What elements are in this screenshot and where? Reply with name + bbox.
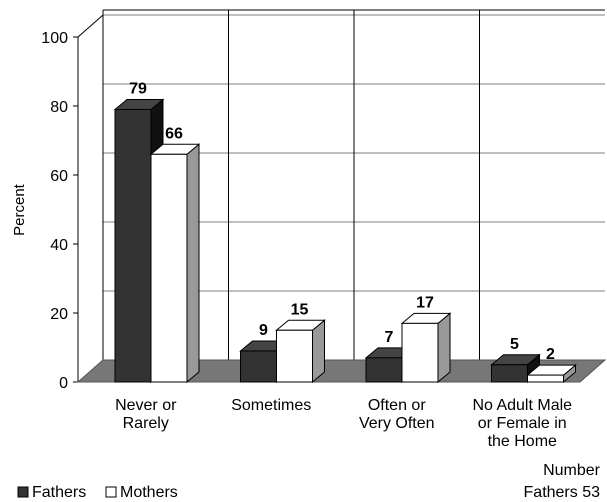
value-label: 9 xyxy=(259,322,268,339)
y-tick-label: 0 xyxy=(59,375,68,392)
y-tick-label: 60 xyxy=(50,168,68,185)
bar-front xyxy=(276,329,313,383)
bar-front xyxy=(240,350,277,383)
value-label: 5 xyxy=(510,336,519,353)
bar-front xyxy=(114,108,152,383)
y-tick-label: 40 xyxy=(50,237,68,254)
x-tick-label: No Adult Male or Female in the Home xyxy=(472,397,572,450)
bar xyxy=(275,319,326,384)
x-tick-label: Often or Very Often xyxy=(359,397,435,432)
bar-side xyxy=(437,312,451,384)
bar xyxy=(526,364,577,384)
bar xyxy=(400,312,452,384)
wall-edge xyxy=(77,14,104,38)
x-tick-label: Sometimes xyxy=(231,397,311,414)
bar-front xyxy=(527,374,564,383)
value-label: 66 xyxy=(165,125,183,142)
bar-side xyxy=(312,319,325,384)
value-label: 17 xyxy=(416,294,434,311)
legend-label: Mothers xyxy=(120,484,178,501)
y-axis-label: Percent xyxy=(11,183,28,236)
bar-front xyxy=(365,357,403,383)
bar-side xyxy=(186,143,200,384)
y-tick-label: 80 xyxy=(50,99,68,116)
legend-swatch xyxy=(105,486,117,498)
bar-front xyxy=(491,364,528,383)
bar-front xyxy=(150,153,188,383)
value-label: 7 xyxy=(385,329,394,346)
y-tick-label: 20 xyxy=(50,306,68,323)
legend-swatch xyxy=(17,486,29,498)
bar-front xyxy=(401,322,439,383)
annotation: Number Fathers 53 xyxy=(524,462,601,501)
value-label: 2 xyxy=(546,346,555,363)
value-label: 15 xyxy=(291,301,309,318)
x-tick-label: Never or Rarely xyxy=(115,397,177,432)
y-tick-label: 100 xyxy=(41,30,68,47)
legend-label: Fathers xyxy=(32,484,86,501)
value-label: 79 xyxy=(129,80,147,97)
bar xyxy=(149,143,201,384)
